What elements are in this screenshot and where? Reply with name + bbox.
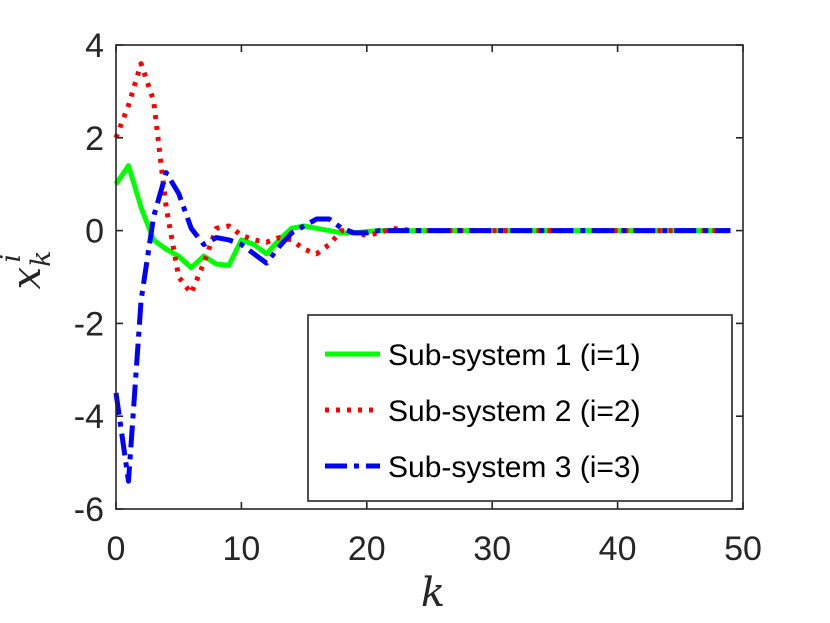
y-axis-label-superscript: i <box>0 254 27 263</box>
x-tick-label: 30 <box>473 530 511 568</box>
series-line-3 <box>113 170 731 484</box>
series-line-1 <box>113 163 731 271</box>
y-tick-label: -2 <box>74 305 104 343</box>
x-tick-label: 0 <box>107 530 126 568</box>
axis-ticks <box>115 44 744 510</box>
legend: Sub-system 1 (i=1) Sub-system 2 (i=2) Sub-… <box>307 314 733 502</box>
y-axis-label-subscript: k <box>26 251 57 267</box>
y-tick-label: -4 <box>74 398 104 436</box>
legend-label-2: Sub-system 2 (i=2) <box>388 395 641 428</box>
x-tick-label: 10 <box>222 530 260 568</box>
y-tick-label: 0 <box>85 213 104 251</box>
y-axis-label-base: x <box>4 267 50 290</box>
svg-text:xki: xki <box>0 251 57 290</box>
x-tick-label: 40 <box>599 530 637 568</box>
series-line-2 <box>113 61 731 296</box>
y-tick-label: 2 <box>85 120 104 158</box>
y-axis-label: xki <box>0 251 57 290</box>
y-tick-label: -6 <box>74 491 104 529</box>
y-tick-label: 4 <box>85 27 104 65</box>
x-tick-label: 20 <box>348 530 386 568</box>
legend-label-1: Sub-system 1 (i=1) <box>388 339 641 372</box>
plot-area-frame <box>115 44 744 510</box>
x-tick-label: 50 <box>724 530 762 568</box>
series-lines <box>113 61 731 484</box>
x-axis-label: k <box>421 570 445 616</box>
legend-box <box>307 314 733 502</box>
legend-label-3: Sub-system 3 (i=3) <box>388 451 641 484</box>
